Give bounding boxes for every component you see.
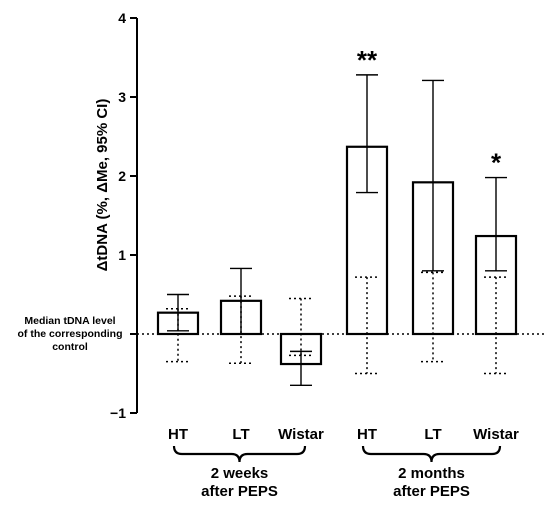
category-label: HT [357,426,377,443]
significance-mark: * [491,148,502,178]
reference-line-label: Median tDNA level of the corresponding con… [18,315,123,353]
y-tick-label: 1 [118,247,126,263]
category-label: HT [168,426,188,443]
group-label-line: after PEPS [201,483,278,500]
y-tick-label: −1 [110,405,126,421]
category-label: Wistar [278,426,324,443]
category-label: Wistar [473,426,519,443]
group-brace [361,445,502,463]
group-label: 2 months after PEPS [393,465,470,500]
y-tick-label: 4 [118,10,126,26]
y-axis-label: ΔtDNA (%, ΔMe, 95% CI) [94,99,111,272]
group-label: 2 weeks after PEPS [201,465,278,500]
category-label: LT [232,426,249,443]
y-tick-label: 3 [118,89,126,105]
group-label-line: after PEPS [393,483,470,500]
group-brace [172,445,307,463]
reference-line-label-line: Median tDNA level [24,315,115,327]
y-tick-label: 2 [118,168,126,184]
reference-line-label-line: control [52,341,88,353]
group-label-line: 2 weeks [211,465,269,482]
group-label-line: 2 months [398,465,465,482]
category-label: LT [424,426,441,443]
reference-line-label-line: of the corresponding [18,328,123,340]
significance-mark: ** [357,45,378,75]
